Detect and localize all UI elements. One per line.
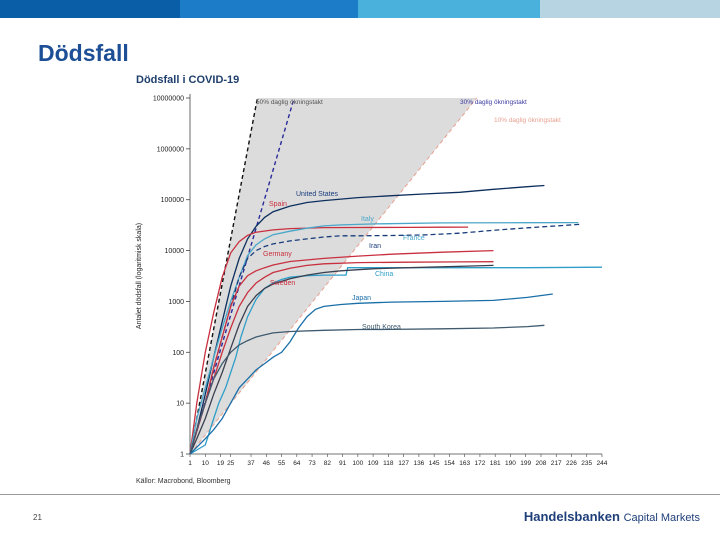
growth-line: [189, 97, 478, 455]
x-tick-label: 244: [597, 460, 608, 467]
x-tick-label: 73: [308, 460, 316, 467]
x-tick-label: 145: [429, 460, 440, 467]
top-bar-segment: [358, 0, 540, 18]
series-label: South Korea: [362, 324, 401, 331]
growth-line: [189, 97, 295, 455]
series-label: Germany: [263, 251, 292, 258]
series-line: [189, 264, 494, 455]
x-tick-label: 91: [339, 460, 347, 467]
brand-logo: Handelsbanken Capital Markets: [524, 509, 700, 524]
y-tick-label: 10000000: [153, 96, 184, 103]
x-tick-label: 199: [520, 460, 531, 467]
top-bar-segment: [180, 0, 358, 18]
top-color-bar: [0, 0, 720, 18]
x-tick-label: 163: [459, 460, 470, 467]
y-tick-label: 10000: [165, 248, 185, 255]
x-tick-label: 46: [263, 460, 271, 467]
growth-line-label: 10% daglig ökningstakt: [494, 117, 561, 124]
logo-name: Handelsbanken: [523, 509, 620, 524]
y-tick-label: 10: [176, 401, 184, 408]
x-tick-label: 127: [398, 460, 409, 467]
series-line: [189, 226, 469, 455]
top-bar-segment: [540, 0, 720, 18]
growth-line-label: 50% daglig ökningstakt: [256, 99, 323, 106]
x-tick-label: 226: [566, 460, 577, 467]
series-line: [189, 324, 545, 455]
x-tick-label: 190: [505, 460, 516, 467]
x-tick-label: 136: [413, 460, 424, 467]
chart-title: Dödsfall i COVID-19: [136, 74, 240, 86]
x-tick-label: 55: [278, 460, 286, 467]
footer-divider: [0, 494, 720, 495]
growth-line: [189, 97, 259, 455]
series-line: [189, 221, 579, 455]
y-tick-label: 1000000: [157, 146, 184, 153]
series-label: Japan: [352, 295, 371, 302]
series-label: United States: [296, 191, 339, 198]
x-tick-label: 1: [188, 460, 192, 467]
y-tick-label: 100000: [161, 197, 184, 204]
slide-title: Dödsfall: [38, 40, 129, 66]
x-tick-label: 235: [581, 460, 592, 467]
series-line: [189, 249, 494, 455]
growth-line-label: 30% daglig ökningstakt: [460, 99, 527, 106]
x-tick-label: 181: [490, 460, 501, 467]
x-tick-label: 109: [368, 460, 379, 467]
y-tick-label: 1: [180, 452, 184, 459]
x-tick-label: 82: [324, 460, 332, 467]
chart-source: Källor: Macrobond, Bloomberg: [136, 478, 231, 485]
x-tick-label: 100: [352, 460, 363, 467]
y-axis-label: Antalet dödsfall (logaritmisk skala): [136, 223, 143, 329]
series-line: [189, 293, 553, 455]
x-tick-label: 172: [474, 460, 485, 467]
x-tick-label: 37: [247, 460, 255, 467]
series-label: Spain: [269, 201, 287, 208]
logo-suffix: Capital Markets: [623, 512, 700, 524]
x-tick-label: 208: [536, 460, 547, 467]
top-bar-segment: [0, 0, 180, 18]
series-line: [189, 261, 494, 455]
series-label: Iran: [369, 243, 381, 250]
x-tick-label: 19: [217, 460, 225, 467]
series-label: Sweden: [270, 280, 295, 287]
series-label: China: [375, 271, 393, 278]
x-tick-label: 64: [293, 460, 301, 467]
x-tick-label: 217: [551, 460, 562, 467]
x-tick-label: 154: [444, 460, 455, 467]
y-tick-label: 1000: [168, 299, 184, 306]
series-label: France: [403, 235, 425, 242]
series-label: Italy: [361, 216, 374, 223]
x-tick-label: 118: [383, 460, 394, 467]
y-tick-label: 100: [172, 350, 184, 357]
page-number: 21: [33, 513, 42, 522]
x-tick-label: 25: [227, 460, 235, 467]
x-tick-label: 10: [202, 460, 210, 467]
